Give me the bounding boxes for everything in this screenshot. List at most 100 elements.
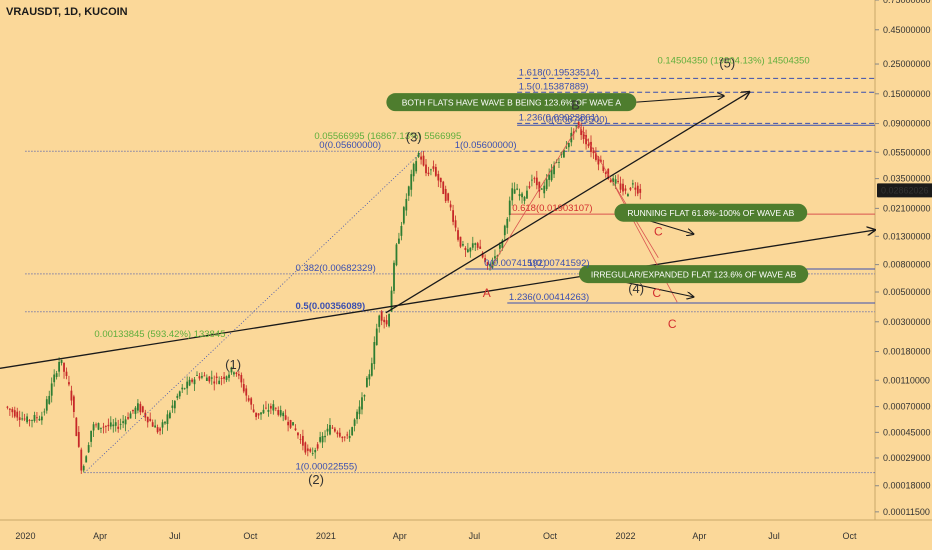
candle-up-body — [398, 238, 400, 244]
grid-layer — [0, 0, 932, 521]
wave-abc-line — [489, 125, 580, 270]
candle-up-body — [378, 315, 381, 327]
candle-down-body — [297, 432, 299, 436]
candle-up-body — [407, 186, 410, 196]
candle-up-body — [466, 249, 469, 253]
candle-down-body — [151, 422, 154, 427]
candle-down-body — [36, 417, 38, 419]
candle-down-body — [447, 193, 450, 201]
candle-up-body — [55, 373, 58, 378]
candle-up-body — [171, 405, 174, 408]
candle-up-body — [496, 255, 499, 257]
candle-down-body — [247, 398, 250, 401]
candle-down-body — [95, 424, 97, 426]
candle-up-body — [267, 409, 270, 412]
candle-down-body — [127, 417, 129, 419]
candle-up-body — [462, 244, 464, 246]
candle-up-body — [526, 190, 528, 199]
candle-down-body — [107, 424, 110, 427]
last-price-badge — [877, 183, 932, 198]
candle-up-body — [183, 388, 186, 390]
candle-down-body — [104, 425, 107, 427]
candle-down-body — [385, 320, 388, 325]
candle-up-body — [508, 200, 511, 216]
candle-down-body — [141, 406, 144, 412]
candle-down-body — [341, 436, 344, 439]
candle-down-body — [156, 427, 159, 433]
candle-down-body — [65, 371, 68, 377]
candle-up-body — [124, 419, 127, 425]
fib-label: 0(0.08741500) — [546, 114, 608, 125]
candle-up-body — [50, 383, 53, 396]
candle-down-body — [634, 187, 637, 190]
candle-up-body — [329, 425, 331, 435]
candle-down-body — [250, 398, 253, 405]
candle-up-body — [410, 174, 413, 190]
candle-up-body — [205, 377, 208, 381]
candle-down-body — [215, 376, 218, 378]
trendline — [385, 92, 750, 314]
candle-up-body — [511, 188, 514, 201]
candle-down-body — [213, 381, 216, 384]
y-tick-label: 0.00011500 — [883, 507, 930, 517]
y-tick-label: 0.02100000 — [883, 203, 931, 213]
candle-up-body — [366, 377, 368, 388]
x-tick-label: Jul — [169, 531, 181, 541]
candle-up-body — [58, 362, 60, 372]
candle-down-body — [72, 396, 75, 412]
candle-down-body — [70, 390, 73, 401]
annotations-layer: BOTH FLATS HAVE WAVE B BEING 123.6% OF W… — [386, 93, 809, 297]
y-tick-label: 0.25000000 — [883, 59, 931, 69]
x-tick-label: Oct — [543, 531, 558, 541]
candle-up-body — [521, 193, 523, 198]
candle-up-body — [550, 169, 553, 181]
candle-up-body — [210, 377, 213, 379]
candle-down-body — [309, 449, 312, 452]
fib-label: 0.382(0.00682329) — [295, 263, 375, 274]
candle-down-body — [237, 374, 240, 376]
candle-down-body — [380, 311, 383, 321]
candle-down-body — [223, 376, 225, 379]
annotation-note — [614, 203, 808, 222]
candle-up-body — [489, 263, 491, 267]
y-axis[interactable]: 0.75000000 0.45000000 0.25000000 0.15000000… — [875, 0, 932, 517]
candle-down-body — [77, 431, 80, 447]
y-tick-label: 0.03500000 — [883, 174, 931, 184]
candle-up-body — [523, 196, 526, 201]
candle-down-body — [425, 164, 427, 174]
candle-up-body — [92, 424, 95, 431]
candle-down-body — [604, 172, 607, 175]
candle-down-body — [294, 428, 297, 431]
candle-down-body — [439, 177, 442, 183]
candle-up-body — [545, 179, 548, 190]
candle-down-body — [203, 375, 206, 377]
candle-down-body — [220, 378, 223, 379]
candles-layer — [6, 120, 642, 474]
candle-down-body — [434, 166, 437, 176]
candle-up-body — [188, 379, 191, 386]
candle-down-body — [582, 131, 585, 140]
candle-up-body — [228, 374, 230, 378]
candle-up-body — [85, 456, 88, 463]
candle-down-body — [252, 409, 255, 413]
candle-up-body — [518, 194, 521, 197]
candle-down-body — [11, 409, 14, 413]
candle-up-body — [614, 179, 617, 184]
candle-down-body — [427, 172, 430, 175]
candle-up-body — [48, 395, 51, 404]
candle-up-body — [193, 379, 196, 385]
fib-label: 1.236(0.09023861) — [519, 112, 599, 123]
x-axis[interactable]: 2020 Apr Jul Oct 2021 Apr Jul Oct 2022 Apr Jul Oct — [15, 531, 857, 541]
candle-down-body — [287, 421, 290, 426]
wave-label: C — [652, 286, 661, 300]
candle-up-body — [122, 421, 125, 424]
candle-down-body — [16, 411, 19, 418]
candle-up-body — [225, 376, 228, 380]
candle-up-body — [154, 425, 157, 428]
fib-label: 1(0.05600000) — [455, 140, 517, 151]
candle-up-body — [161, 422, 164, 428]
candle-down-body — [146, 416, 149, 423]
wave-label: C — [668, 317, 677, 331]
candle-up-body — [498, 244, 501, 249]
